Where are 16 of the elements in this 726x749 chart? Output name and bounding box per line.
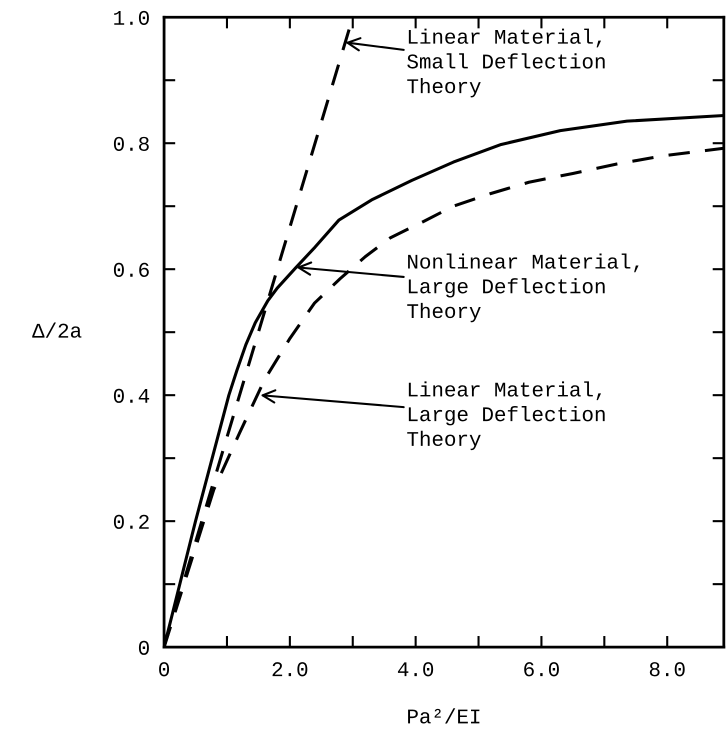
annotation: Nonlinear Material, Large Deflection Theory bbox=[407, 253, 639, 322]
y-tick-label: 0.8 bbox=[114, 136, 149, 151]
x-tick-label: 0 bbox=[159, 662, 170, 676]
y-tick-label: 0.2 bbox=[114, 514, 149, 529]
y-axis-title: Δ/2a bbox=[32, 322, 82, 338]
y-tick-label: 1.0 bbox=[114, 10, 149, 25]
x-tick-label: 6.0 bbox=[524, 662, 559, 676]
x-tick-label: 2.0 bbox=[272, 662, 308, 676]
x-tick-label: 4.0 bbox=[398, 662, 434, 676]
y-tick-label: 0 bbox=[138, 640, 149, 655]
x-axis-title: Pa²/EI bbox=[408, 708, 480, 724]
y-tick-label: 0.6 bbox=[114, 262, 149, 277]
annotation: Linear Material, Large Deflection Theory bbox=[407, 381, 605, 450]
y-tick-label: 0.4 bbox=[114, 388, 150, 403]
annotation: Linear Material, Small Deflection Theory bbox=[407, 28, 605, 98]
x-tick-label: 8.0 bbox=[650, 662, 685, 676]
